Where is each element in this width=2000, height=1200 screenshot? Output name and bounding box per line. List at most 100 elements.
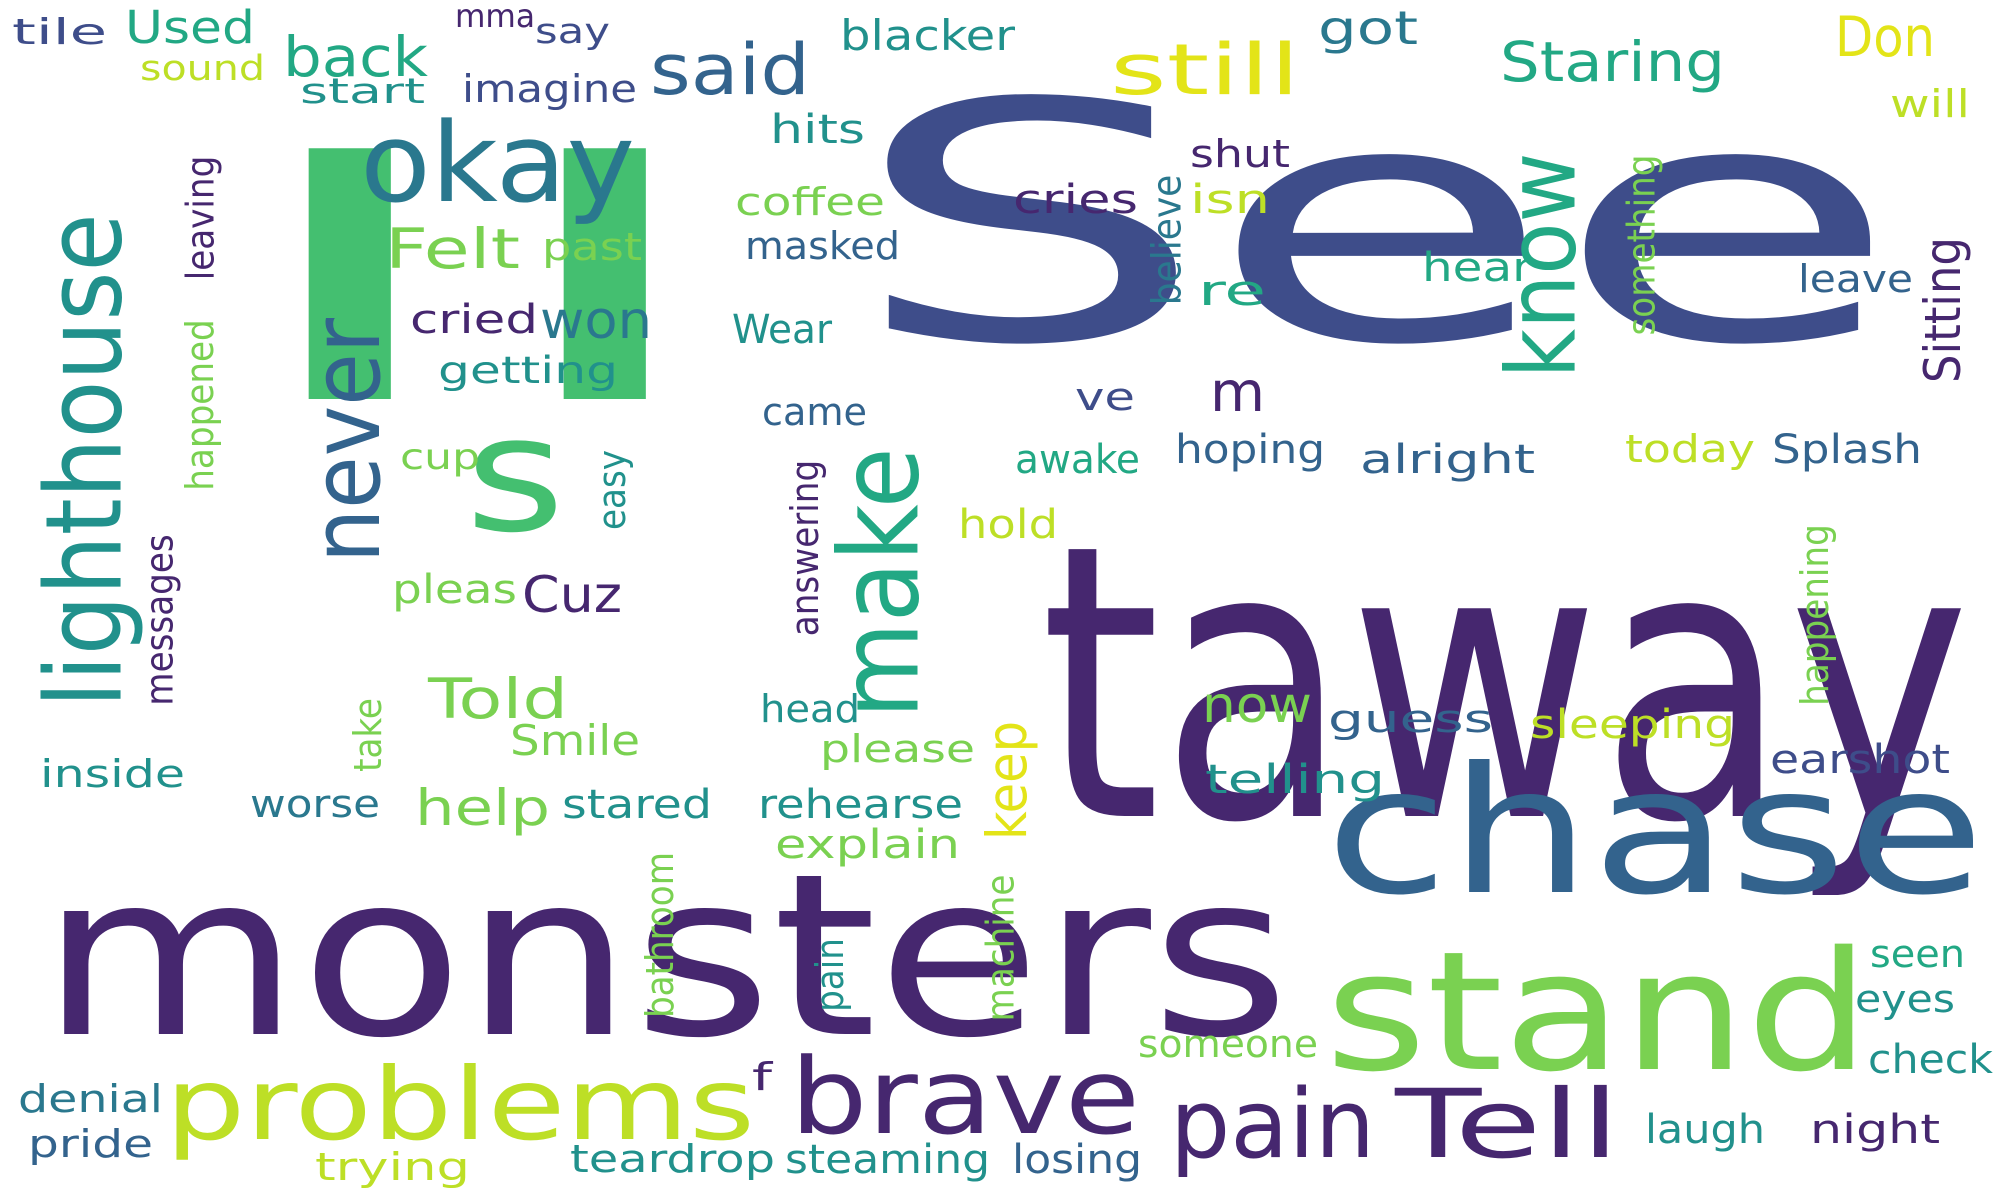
word-cried: cried <box>410 297 538 343</box>
word-sitting-box: Sitting <box>1913 190 1972 430</box>
word-believe-box: believe <box>1144 120 1191 360</box>
word-stand: stand <box>1325 916 1870 1108</box>
word-smile: Smile <box>510 716 640 765</box>
word-keep-box: keep <box>975 690 1039 870</box>
word-today: today <box>1625 427 1755 471</box>
word-m: m <box>1210 360 1265 424</box>
word-staring: Staring <box>1500 30 1725 94</box>
word-back: back <box>283 25 428 89</box>
word-guess: guess <box>1328 697 1493 741</box>
word-re: re <box>1198 266 1266 315</box>
word-pain-box: pain <box>808 925 852 1025</box>
word-monsters: monsters <box>40 826 1290 1088</box>
word-something-box: something <box>1620 130 1664 360</box>
word-got: got <box>1318 1 1418 55</box>
word-trying: trying <box>315 1145 470 1189</box>
word-sleeping: sleeping <box>1530 702 1735 748</box>
word-ve: ve <box>1075 375 1135 419</box>
word-inside: inside <box>40 752 185 796</box>
word-isn: isn <box>1190 177 1270 223</box>
word-take: take <box>346 698 390 772</box>
word-explain: explain <box>775 822 960 868</box>
word-head: head <box>760 687 860 731</box>
word-taway: taway <box>1040 463 1970 906</box>
word-don: Don <box>1835 5 1935 69</box>
word-losing: losing <box>1012 1137 1142 1183</box>
word-telling: telling <box>1205 757 1385 803</box>
word-happening-box: happening <box>1793 510 1838 720</box>
word-pride: pride <box>28 1122 153 1166</box>
word-s: s <box>465 381 565 568</box>
word-hold: hold <box>958 502 1058 548</box>
word-blacker: blacker <box>840 11 1015 60</box>
word-still: still <box>1110 29 1300 111</box>
word-will: will <box>1890 82 1970 126</box>
word-night: night <box>1810 1107 1940 1153</box>
word-bathroom: bathroom <box>638 851 683 1019</box>
word-leaving-box: leaving <box>178 125 223 310</box>
word-lighthouse: lighthouse <box>23 212 146 708</box>
word-cries: cries <box>1013 177 1138 223</box>
word-awake: awake <box>1015 437 1140 483</box>
word-take-box: take <box>346 685 390 785</box>
word-leaving: leaving <box>178 155 223 280</box>
word-lighthouse-box: lighthouse <box>23 100 146 820</box>
word-teardrop: teardrop <box>570 1137 775 1181</box>
word-make: make <box>816 446 945 719</box>
word-mma: mma <box>455 0 535 35</box>
word-steaming: steaming <box>785 1137 990 1183</box>
word-tell: Tell <box>1395 1070 1620 1180</box>
word-keep: keep <box>975 720 1039 840</box>
word-help: help <box>415 779 550 837</box>
word-sitting: Sitting <box>1913 237 1972 383</box>
word-say: say <box>535 12 610 52</box>
word-splash: Splash <box>1772 427 1922 473</box>
word-shut: shut <box>1190 132 1290 176</box>
word-easy-box: easy <box>590 440 634 540</box>
word-answering: answering <box>783 459 827 636</box>
word-worse: worse <box>250 782 380 826</box>
word-happened-box: happened <box>178 300 223 510</box>
word-coffee: coffee <box>735 180 885 224</box>
word-happened: happened <box>178 319 223 491</box>
word-told: Told <box>428 667 568 731</box>
word-okay: okay <box>360 99 635 227</box>
word-hear: hear <box>1422 245 1532 291</box>
word-happening: happening <box>1793 524 1838 706</box>
word-see: See <box>850 33 1900 417</box>
word-easy: easy <box>590 449 634 531</box>
word-never-box: never <box>292 275 402 605</box>
word-won: won <box>540 291 652 351</box>
word-make-box: make <box>816 440 944 725</box>
word-start: start <box>300 72 425 112</box>
word-believe: believe <box>1144 174 1191 306</box>
word-now: now <box>1202 676 1312 734</box>
word-used: Used <box>125 1 255 54</box>
word-messages-box: messages <box>138 515 182 725</box>
word-machine: machine <box>978 874 1022 1021</box>
word-f: f <box>752 1055 772 1099</box>
word-eyes: eyes <box>1855 977 1955 1021</box>
word-pain: pain <box>1170 1070 1375 1180</box>
word-bathroom-box: bathroom <box>638 840 683 1030</box>
word-answering-box: answering <box>783 430 827 665</box>
word-getting: getting <box>438 349 618 392</box>
word-check: check <box>1868 1037 1993 1083</box>
word-felt: Felt <box>385 217 520 281</box>
word-cuz: Cuz <box>522 566 622 624</box>
word-wear: Wear <box>732 307 832 353</box>
word-sound: sound <box>140 49 265 89</box>
word-hits: hits <box>770 107 865 153</box>
word-chase: chase <box>1325 731 1985 934</box>
word-masked: masked <box>745 224 900 268</box>
word-brave: brave <box>790 1036 1140 1158</box>
word-seen: seen <box>1870 932 1965 976</box>
word-rehearse: rehearse <box>758 782 963 828</box>
word-ll: ll <box>222 93 732 477</box>
word-pleas: pleas <box>392 567 517 613</box>
word-stared: stared <box>562 782 712 828</box>
word-past: past <box>542 225 642 269</box>
word-imagine: imagine <box>462 67 637 111</box>
word-earshot: earshot <box>1770 737 1950 783</box>
